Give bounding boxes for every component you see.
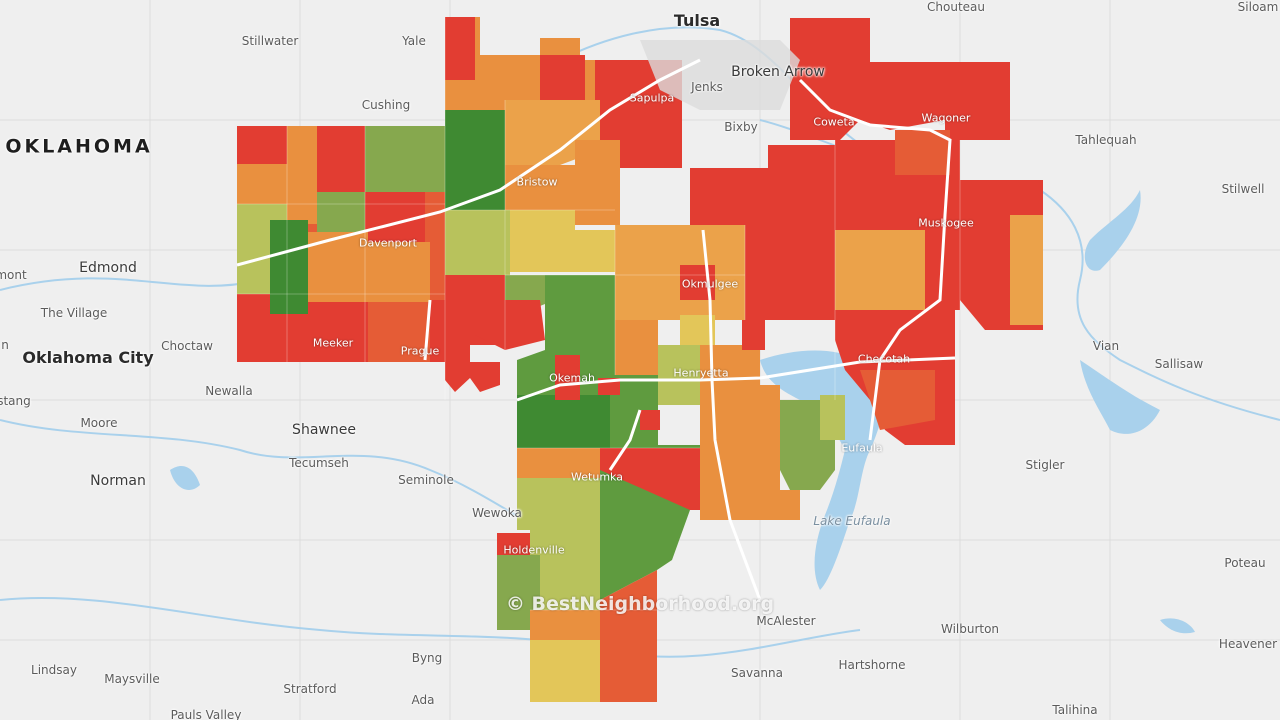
city-label-okemah[interactable]: Okemah — [549, 371, 595, 385]
city-label-chouteau[interactable]: Chouteau — [927, 0, 985, 14]
city-label-meeker[interactable]: Meeker — [312, 336, 354, 350]
state-label: OKLAHOMA — [5, 135, 153, 158]
region-borders — [237, 17, 961, 611]
city-label-jenks[interactable]: Jenks — [691, 80, 723, 94]
city-label-oklahoma-city[interactable]: Oklahoma City — [22, 348, 154, 367]
city-label-checotah[interactable]: Checotah — [857, 352, 911, 366]
city-label-seminole[interactable]: Seminole — [398, 473, 454, 487]
city-label-tulsa[interactable]: Tulsa — [673, 11, 721, 30]
city-label-stillwater[interactable]: Stillwater — [241, 34, 299, 48]
city-label-wetumka[interactable]: Wetumka — [571, 470, 623, 484]
city-label-poteau[interactable]: Poteau — [1224, 556, 1266, 570]
city-label-holdenville[interactable]: Holdenville — [503, 543, 565, 557]
city-label-bixby[interactable]: Bixby — [724, 120, 758, 134]
city-label-wagoner[interactable]: Wagoner — [921, 111, 971, 125]
city-label-the-village[interactable]: The Village — [40, 306, 108, 320]
city-label-sallisaw[interactable]: Sallisaw — [1154, 357, 1204, 371]
city-label-moore[interactable]: Moore — [80, 416, 118, 430]
city-label-wewoka[interactable]: Wewoka — [472, 506, 522, 520]
city-label-savanna[interactable]: Savanna — [731, 666, 783, 680]
city-label-choctaw[interactable]: Choctaw — [161, 339, 213, 353]
city-label-edge-west-2: stang — [0, 394, 31, 408]
city-label-hartshorne[interactable]: Hartshorne — [838, 658, 906, 672]
city-label-byng[interactable]: Byng — [411, 651, 443, 665]
watermark: © BestNeighborhood.org — [505, 593, 775, 615]
city-label-newalla[interactable]: Newalla — [205, 384, 253, 398]
city-label-sapulpa[interactable]: Sapulpa — [629, 91, 675, 105]
city-label-edge-west-1: mont — [0, 268, 27, 282]
city-label-wilburton[interactable]: Wilburton — [940, 622, 1000, 636]
tulsa-urban-area — [640, 40, 800, 110]
city-label-ada[interactable]: Ada — [411, 693, 435, 707]
city-label-edmond[interactable]: Edmond — [79, 260, 137, 276]
city-label-okmulgee[interactable]: Okmulgee — [681, 277, 739, 291]
city-label-pauls-valley[interactable]: Pauls Valley — [170, 708, 242, 720]
city-label-talihina[interactable]: Talihina — [1052, 703, 1098, 717]
city-label-muskogee[interactable]: Muskogee — [918, 216, 974, 230]
city-label-tecumseh[interactable]: Tecumseh — [289, 456, 349, 470]
city-label-henryetta[interactable]: Henryetta — [673, 366, 729, 380]
city-label-stratford[interactable]: Stratford — [283, 682, 337, 696]
city-label-norman[interactable]: Norman — [90, 473, 146, 489]
city-label-siloam[interactable]: Siloam — [1237, 0, 1279, 14]
city-label-eufaula[interactable]: Eufaula — [841, 441, 883, 455]
city-label-stilwell[interactable]: Stilwell — [1221, 182, 1265, 196]
city-label-davenport[interactable]: Davenport — [358, 236, 418, 250]
city-label-mcalester[interactable]: McAlester — [756, 614, 816, 628]
city-label-tahlequah[interactable]: Tahlequah — [1075, 133, 1137, 147]
region-fill — [237, 17, 1043, 702]
lake-label-eufaula: Lake Eufaula — [813, 514, 891, 528]
city-label-stigler[interactable]: Stigler — [1025, 458, 1065, 472]
city-label-broken-arrow[interactable]: Broken Arrow — [731, 64, 825, 80]
city-label-lindsay[interactable]: Lindsay — [31, 663, 77, 677]
city-label-prague[interactable]: Prague — [400, 344, 440, 358]
city-label-coweta[interactable]: Coweta — [813, 115, 855, 129]
highways — [236, 58, 956, 601]
city-label-cushing[interactable]: Cushing — [361, 98, 411, 112]
city-label-heavener[interactable]: Heavener — [1218, 637, 1278, 651]
city-label-shawnee[interactable]: Shawnee — [292, 422, 356, 438]
city-label-yale[interactable]: Yale — [402, 34, 426, 48]
city-label-edge-west-3: n — [1, 338, 9, 352]
city-label-vian[interactable]: Vian — [1092, 339, 1120, 353]
city-label-bristow[interactable]: Bristow — [516, 175, 558, 189]
city-label-maysville[interactable]: Maysville — [104, 672, 160, 686]
